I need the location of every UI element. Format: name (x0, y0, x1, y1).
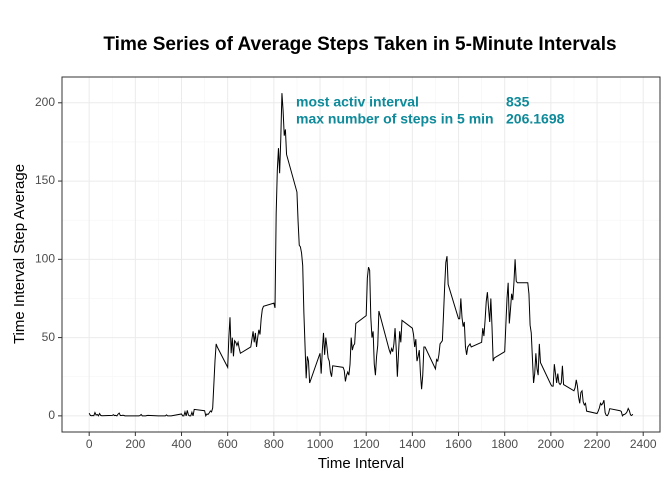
y-tick-label: 150 (35, 173, 55, 187)
chart-title: Time Series of Average Steps Taken in 5-… (103, 34, 616, 55)
x-tick-label: 400 (172, 437, 192, 451)
annotation-text: most activ interval (296, 94, 419, 110)
x-tick-label: 2200 (584, 437, 611, 451)
panel (62, 77, 660, 432)
x-tick-label: 0 (86, 437, 93, 451)
x-tick-label: 1200 (353, 437, 380, 451)
plot-area: 0 200 400 600 800 1000 1200 1400 1600 1800 2000 220… (35, 76, 661, 451)
y-tick-label: 200 (35, 95, 55, 109)
x-tick-label: 1800 (491, 437, 518, 451)
x-tick-label: 1000 (307, 437, 334, 451)
panel-border (61, 76, 661, 433)
x-tick-label: 200 (125, 437, 145, 451)
x-axis-label: Time Interval (318, 455, 404, 472)
x-tick-label: 1400 (399, 437, 426, 451)
annotation-value: 835 (506, 94, 530, 110)
x-tick-label: 600 (218, 437, 238, 451)
y-axis-label: Time Interval Step Average (11, 164, 28, 344)
annotation-value: 206.1698 (506, 111, 565, 127)
annotation-text: max number of steps in 5 min (296, 111, 494, 127)
x-tick-label: 2400 (630, 437, 657, 451)
x-tick-label: 2000 (538, 437, 565, 451)
y-tick-label: 50 (42, 330, 56, 344)
x-tick-label: 1600 (445, 437, 472, 451)
y-tick-label: 100 (35, 252, 55, 266)
x-tick-label: 800 (264, 437, 284, 451)
y-tick-label: 0 (48, 408, 55, 422)
data-line (88, 93, 634, 418)
